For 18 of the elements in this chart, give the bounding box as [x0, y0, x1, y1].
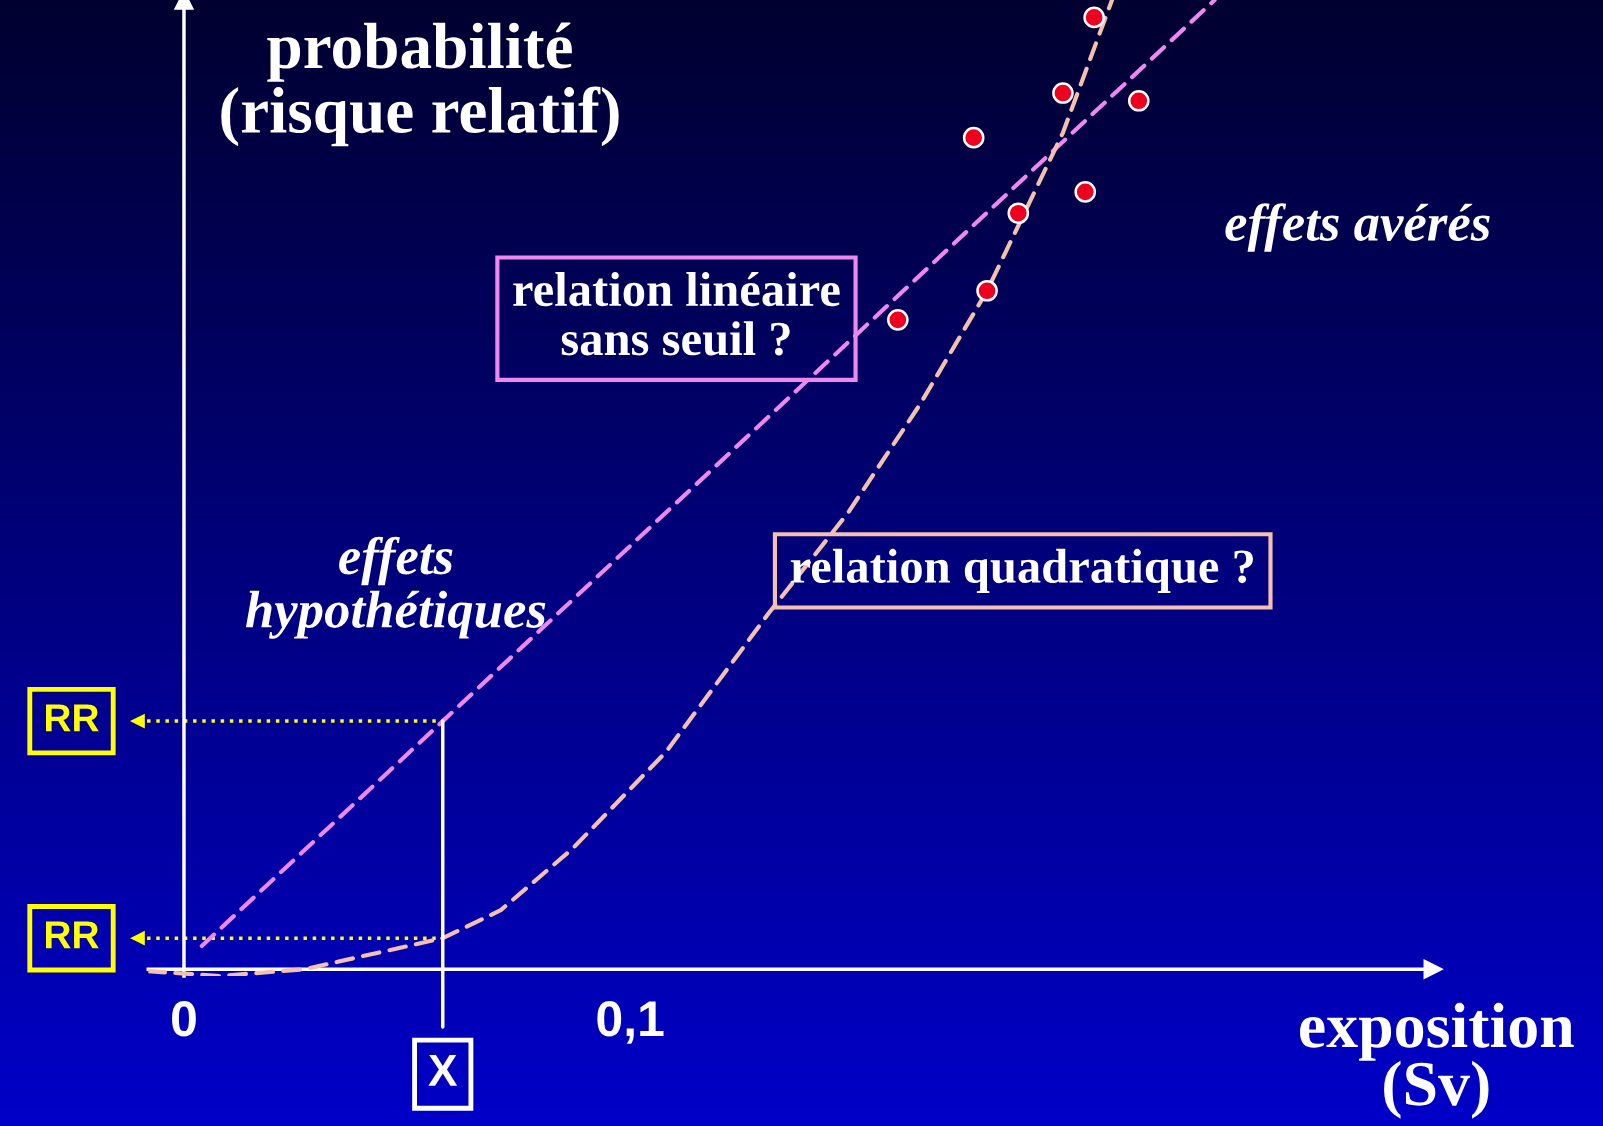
annotation: effets hypothétiques [245, 536, 546, 639]
point [976, 279, 998, 302]
x-axis-title: exposition (Sv) [1300, 1002, 1574, 1119]
ref-line-label: RR [46, 704, 99, 732]
ref-line-label: RR [46, 921, 99, 949]
point [962, 126, 985, 149]
y-axis-title: probabilité (risque relatif) [221, 22, 619, 147]
point [1074, 181, 1097, 203]
annotation: X [428, 1055, 458, 1086]
annotation: relation linéaire sans seuil ? [513, 272, 840, 356]
point [1083, 6, 1105, 29]
x-tick-label: 0 [172, 1001, 196, 1037]
point [1127, 89, 1150, 112]
annotation: effets avérés [1225, 203, 1490, 252]
point [1007, 202, 1030, 225]
point [887, 309, 909, 331]
point [1052, 82, 1074, 104]
x-tick-label: 0,1 [597, 1001, 664, 1044]
